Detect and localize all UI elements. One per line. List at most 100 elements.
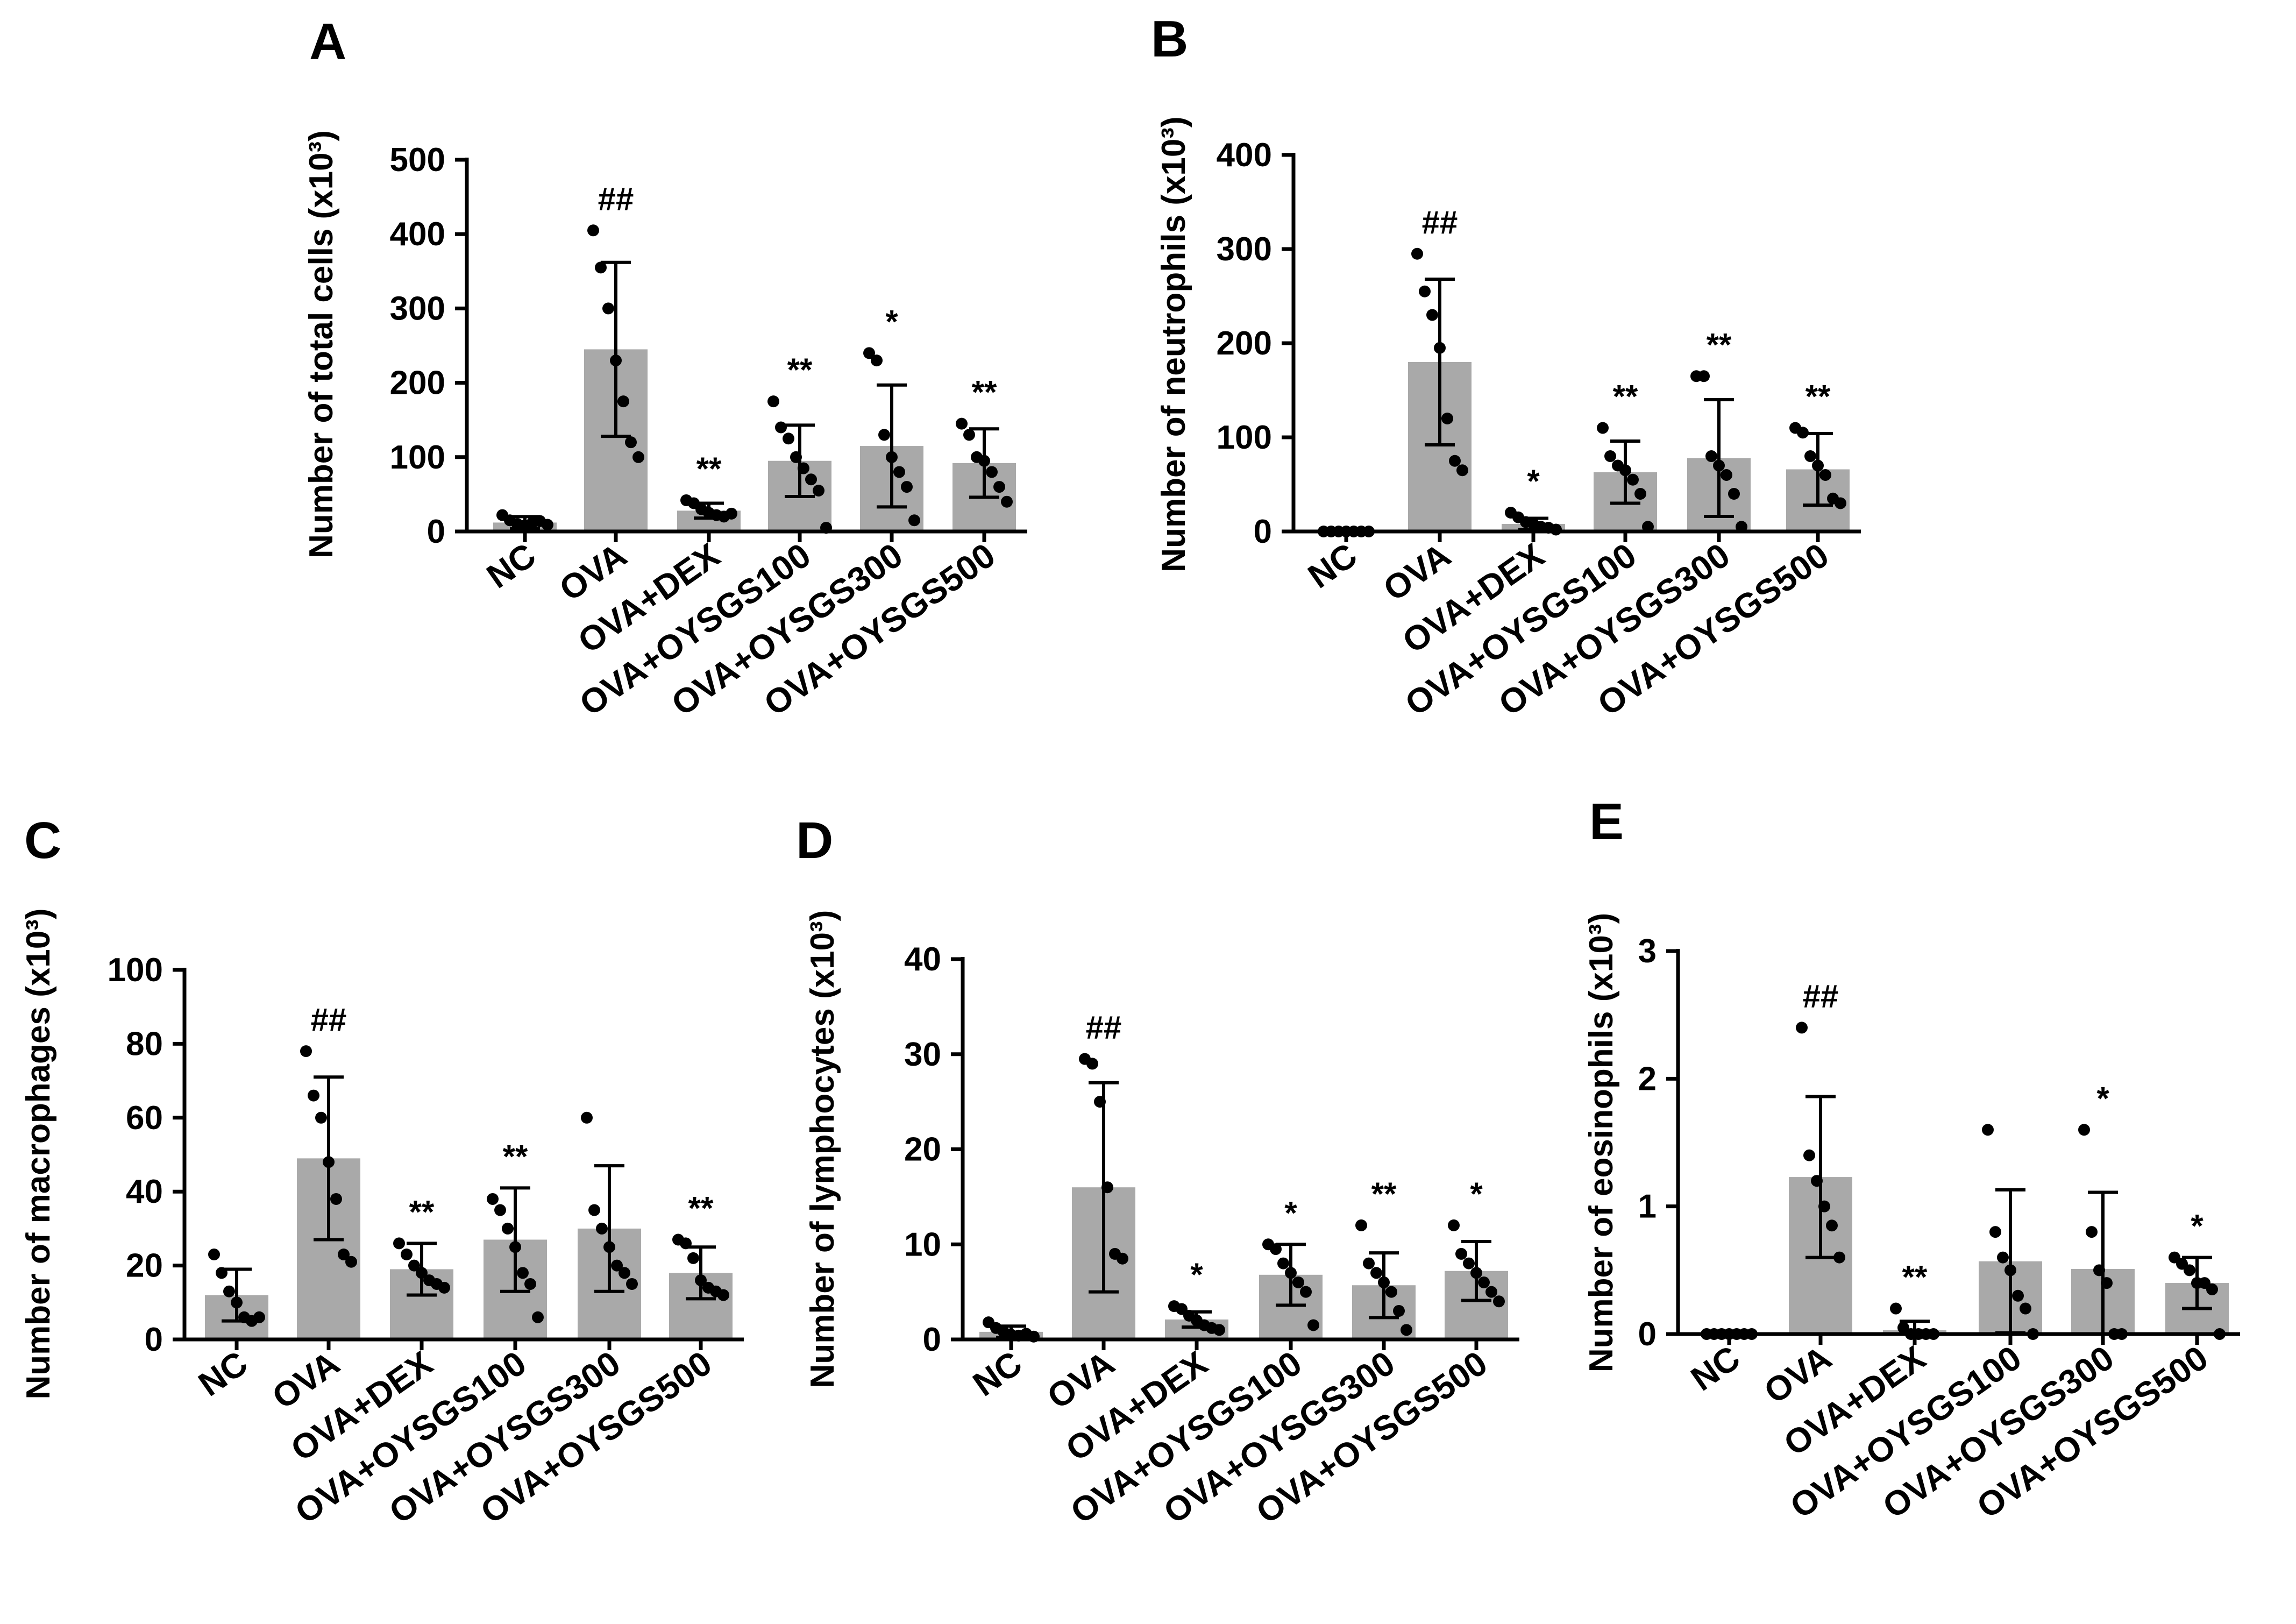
panel-b-point-3-6: [1642, 521, 1654, 533]
panel-a-ytick-label-3: 300: [390, 290, 445, 327]
panel-e-point-1-5: [1833, 1251, 1845, 1264]
panel-d-point-2-6: [1213, 1324, 1225, 1336]
panel-a-point-3-7: [820, 522, 832, 534]
panel-c-point-1-3: [323, 1156, 335, 1168]
panel-a-ytick-label-0: 0: [427, 513, 445, 550]
panel-c-point-1-6: [345, 1256, 357, 1268]
panel-c-ytick-label-2: 40: [126, 1173, 163, 1210]
panel-a-point-2-6: [726, 507, 737, 520]
panel-c-category-label-0: NC: [191, 1343, 254, 1403]
panel-e-ytick-label-3: 3: [1638, 933, 1657, 970]
panel-d-ytick-label-2: 20: [904, 1131, 941, 1168]
panel-d-point-4-1: [1363, 1257, 1375, 1270]
panel-a-point-4-1: [871, 354, 883, 367]
panel-d-point-4-0: [1355, 1219, 1367, 1231]
panel-e-significance-1: ##: [1803, 978, 1839, 1014]
panel-b-point-3-5: [1634, 488, 1646, 500]
panel-a-ylabel: Number of total cells (x10³): [303, 130, 340, 558]
panel-b-point-1-0: [1411, 247, 1423, 260]
panel-a-point-3-5: [805, 473, 817, 486]
panel-b-point-4-2: [1705, 450, 1717, 462]
panel-c-significance-3: **: [503, 1138, 528, 1174]
panel-e-point-1-2: [1811, 1175, 1823, 1187]
panel-d-point-3-4: [1292, 1276, 1304, 1288]
panel-e-ytick-label-0: 0: [1638, 1316, 1657, 1353]
panel-a-point-1-2: [602, 302, 614, 315]
panel-e-ytick-label-2: 2: [1638, 1060, 1657, 1097]
panel-a-point-5-1: [963, 429, 975, 441]
panel-c-point-2-0: [393, 1237, 405, 1250]
panel-d-point-5-3: [1470, 1267, 1482, 1279]
panel-a-point-4-3: [886, 451, 898, 463]
panel-e-point-4-1: [2086, 1226, 2098, 1238]
panel-e-point-3-0: [1982, 1124, 1994, 1136]
panel-e-point-1-4: [1826, 1219, 1838, 1232]
panel-a-significance-4: *: [885, 303, 898, 339]
panel-c-point-3-1: [494, 1204, 506, 1216]
panel-e-point-4-5: [2116, 1328, 2128, 1340]
panel-a-ytick-label-4: 400: [390, 216, 445, 253]
panel-c-ytick-label-5: 100: [108, 952, 163, 989]
panel-b-point-1-3: [1434, 342, 1446, 354]
panel-a-point-3-6: [813, 484, 824, 497]
panel-a-point-3-1: [775, 421, 787, 434]
panel-b-point-4-3: [1713, 459, 1725, 472]
panel-b-ytick-label-3: 300: [1217, 231, 1272, 268]
panel-d-ytick-label-1: 10: [904, 1226, 941, 1263]
panel-e-significance-4: *: [2096, 1080, 2109, 1116]
panel-c-ytick-label-0: 0: [145, 1321, 163, 1358]
panel-c-point-5-1: [680, 1237, 692, 1250]
panel-b-significance-1: ##: [1422, 204, 1458, 240]
panel-a-point-4-4: [893, 466, 905, 478]
panel-d-ytick-label-0: 0: [923, 1321, 941, 1358]
panel-a-point-4-6: [908, 514, 920, 527]
panel-a-point-5-4: [986, 466, 998, 478]
panel-c-significance-5: **: [688, 1190, 714, 1226]
panel-b-point-1-6: [1456, 464, 1468, 477]
panel-c-point-0-3: [231, 1296, 243, 1309]
panel-a-significance-5: **: [972, 374, 997, 410]
panel-a-point-4-5: [901, 481, 913, 493]
panel-e-point-2-0: [1890, 1302, 1902, 1315]
panel-b-ylabel: Number of neutrophils (x10³): [1155, 116, 1192, 572]
panel-e-ylabel: Number of eosinophils (x10³): [1583, 913, 1620, 1372]
panel-a-point-1-1: [595, 261, 607, 274]
panel-d-point-3-5: [1300, 1286, 1312, 1298]
panel-c-point-3-5: [524, 1278, 536, 1290]
panel-b-point-1-5: [1449, 455, 1461, 467]
panel-b-point-4-4: [1721, 469, 1732, 481]
panel-c-ytick-label-1: 20: [126, 1247, 163, 1285]
panel-e-point-3-5: [2020, 1302, 2031, 1315]
panel-b-point-3-4: [1627, 473, 1639, 486]
panel-d-point-4-6: [1401, 1324, 1412, 1336]
panel-c-point-3-2: [502, 1222, 514, 1235]
panel-e-point-3-1: [1989, 1226, 2001, 1238]
panel-a-significance-2: **: [696, 451, 722, 487]
panel-b-point-5-2: [1804, 450, 1816, 462]
panel-c-point-3-6: [532, 1311, 544, 1323]
panel-d-point-1-2: [1094, 1096, 1106, 1108]
panel-d-ylabel: Number of lymphocytes (x10³): [804, 910, 841, 1388]
panel-c-point-4-6: [626, 1278, 638, 1290]
panel-d-point-5-4: [1478, 1276, 1490, 1288]
panel-d-point-5-0: [1448, 1219, 1460, 1231]
panel-e-point-5-2: [2184, 1264, 2195, 1276]
panel-c-point-2-2: [408, 1259, 420, 1272]
panel-e-point-1-1: [1803, 1149, 1815, 1161]
panel-b-point-1-1: [1419, 285, 1431, 297]
panel-d-point-3-1: [1270, 1243, 1282, 1256]
panel-a-point-0-6: [542, 519, 553, 531]
panel-c-point-2-1: [401, 1248, 413, 1260]
panel-c-point-3-3: [509, 1241, 521, 1253]
panel-d-point-3-3: [1285, 1267, 1297, 1279]
panel-e-point-3-4: [2012, 1289, 2024, 1302]
panel-e-point-5-6: [2214, 1328, 2226, 1340]
panel-d-significance-1: ##: [1086, 1010, 1122, 1046]
panel-c-ytick-label-4: 80: [126, 1025, 163, 1062]
panel-c-point-1-0: [300, 1045, 312, 1058]
panel-c-point-1-2: [315, 1111, 327, 1124]
panel-c-point-0-1: [216, 1267, 228, 1279]
panel-c-point-1-5: [338, 1248, 350, 1260]
panel-c-point-1-1: [308, 1089, 319, 1102]
